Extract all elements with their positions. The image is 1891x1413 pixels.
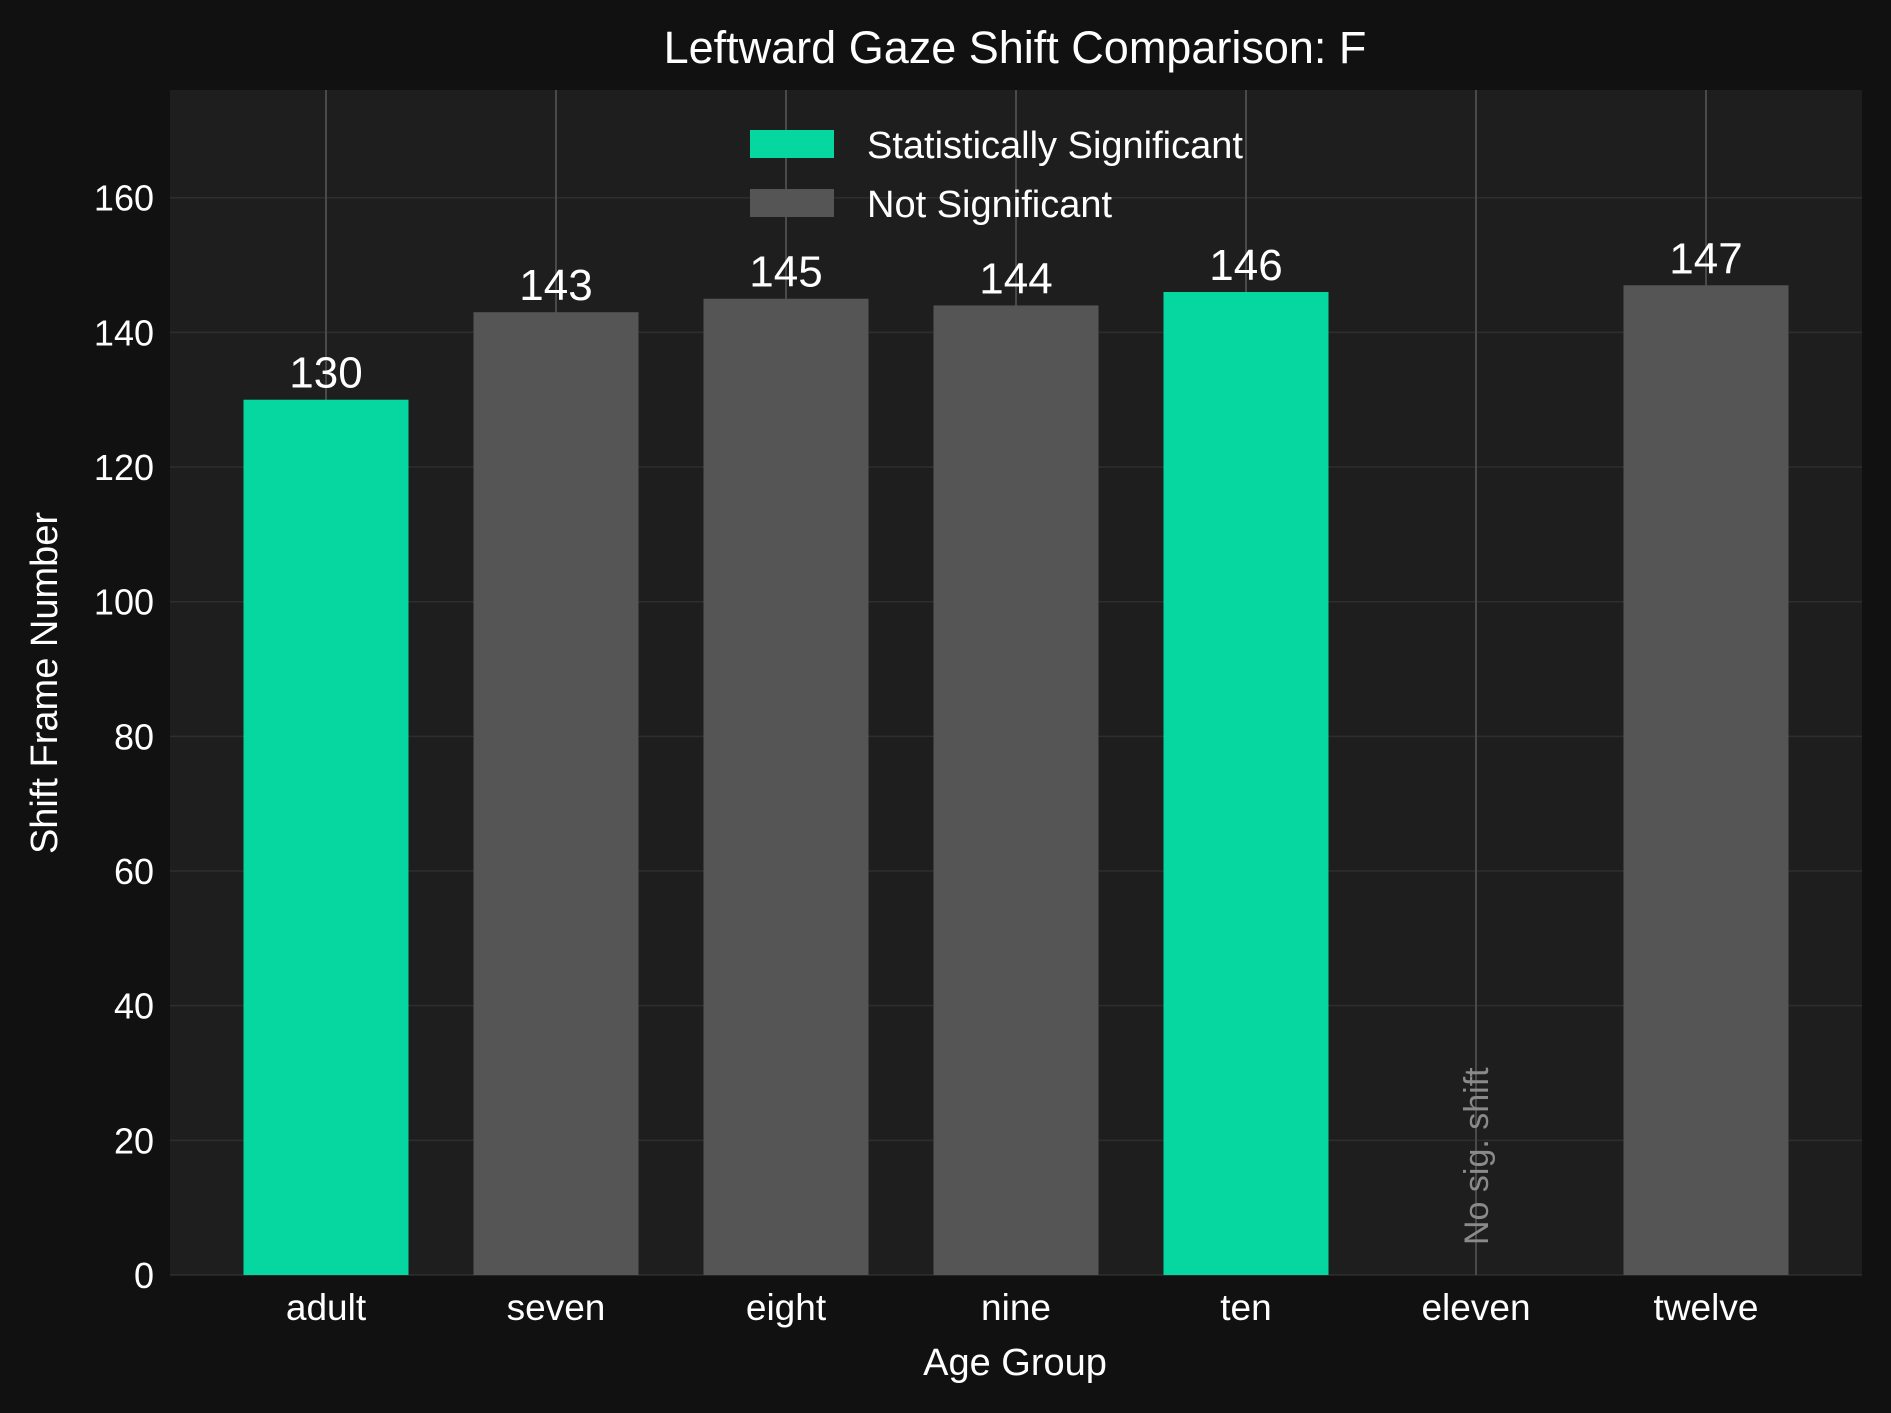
x-tick-labels: adult seven eight nine ten eleven twelve [286, 1287, 1759, 1328]
legend-swatch-not-significant [750, 189, 834, 217]
value-labels: 130 143 145 144 146 147 [289, 234, 1742, 397]
legend-label-significant: Statistically Significant [867, 125, 1243, 167]
bar-adult [243, 399, 409, 1275]
annotations: No sig. shift [1458, 1067, 1496, 1245]
value-label-nine: 144 [979, 254, 1052, 303]
x-tick-label-seven: seven [507, 1287, 606, 1328]
value-label-adult: 130 [289, 349, 362, 398]
x-axis-label: Age Group [923, 1342, 1107, 1384]
bar-ten [1163, 291, 1329, 1275]
y-tick-label: 80 [114, 716, 154, 757]
y-tick-label: 160 [94, 178, 154, 219]
y-tick-label: 140 [94, 312, 154, 353]
x-tick-label-eight: eight [746, 1287, 827, 1328]
y-tick-label: 20 [114, 1120, 154, 1161]
value-label-twelve: 147 [1669, 234, 1742, 283]
y-tick-label: 120 [94, 447, 154, 488]
x-tick-label-eleven: eleven [1421, 1287, 1530, 1328]
bar-twelve [1623, 285, 1789, 1275]
y-tick-label: 40 [114, 986, 154, 1027]
bar-seven [473, 312, 639, 1275]
value-label-seven: 143 [519, 261, 592, 310]
legend-swatch-significant [750, 130, 834, 158]
value-label-eight: 145 [749, 248, 822, 297]
y-axis-label: Shift Frame Number [24, 512, 66, 854]
annotation-no-sig-shift: No sig. shift [1458, 1067, 1496, 1245]
y-tick-label: 0 [134, 1255, 154, 1296]
bar-eight [703, 298, 869, 1276]
y-tick-label: 60 [114, 851, 154, 892]
x-tick-label-twelve: twelve [1654, 1287, 1759, 1328]
chart-title: Leftward Gaze Shift Comparison: F [664, 22, 1367, 73]
y-tick-label: 100 [94, 582, 154, 623]
x-tick-label-adult: adult [286, 1287, 367, 1328]
legend: Statistically Significant Not Significan… [750, 125, 1243, 226]
value-label-ten: 146 [1209, 241, 1282, 290]
bar-nine [933, 305, 1099, 1275]
x-tick-label-ten: ten [1220, 1287, 1271, 1328]
bars [243, 285, 1789, 1276]
x-tick-label-nine: nine [981, 1287, 1051, 1328]
y-tick-labels: 0 20 40 60 80 100 120 140 160 [94, 178, 154, 1296]
legend-label-not-significant: Not Significant [867, 184, 1112, 226]
